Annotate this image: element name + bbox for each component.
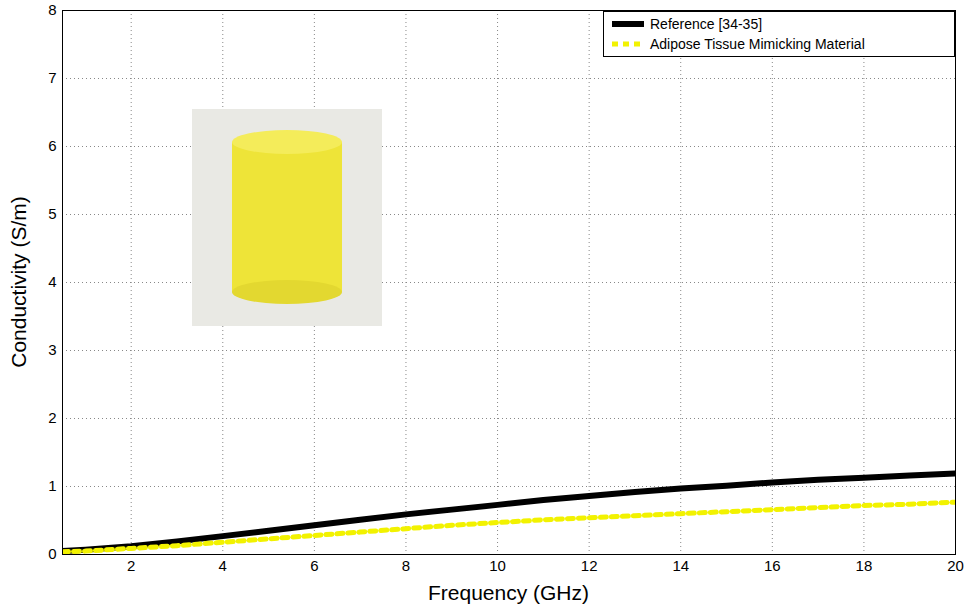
svg-text:2: 2 xyxy=(48,409,56,426)
svg-text:Conductivity (S/m): Conductivity (S/m) xyxy=(7,196,30,368)
svg-text:16: 16 xyxy=(764,557,781,574)
svg-text:2: 2 xyxy=(127,557,135,574)
svg-text:5: 5 xyxy=(48,205,56,222)
svg-text:4: 4 xyxy=(48,273,56,290)
html-text:Reference [34-35]: Reference [34-35] xyxy=(650,16,763,32)
svg-text:12: 12 xyxy=(581,557,598,574)
svg-text:10: 10 xyxy=(489,557,506,574)
svg-text:0: 0 xyxy=(48,545,56,562)
svg-text:1: 1 xyxy=(48,477,56,494)
svg-text:14: 14 xyxy=(672,557,689,574)
svg-text:6: 6 xyxy=(310,557,318,574)
svg-text:3: 3 xyxy=(48,341,56,358)
svg-text:Frequency (GHz): Frequency (GHz) xyxy=(428,581,589,604)
svg-text:20: 20 xyxy=(947,557,964,574)
html-text:Adipose Tissue Mimicking Mater: Adipose Tissue Mimicking Material xyxy=(650,36,865,52)
svg-text:4: 4 xyxy=(219,557,227,574)
svg-text:18: 18 xyxy=(856,557,873,574)
svg-text:8: 8 xyxy=(402,557,410,574)
svg-text:6: 6 xyxy=(48,137,56,154)
svg-text:7: 7 xyxy=(48,69,56,86)
svg-text:8: 8 xyxy=(48,1,56,18)
